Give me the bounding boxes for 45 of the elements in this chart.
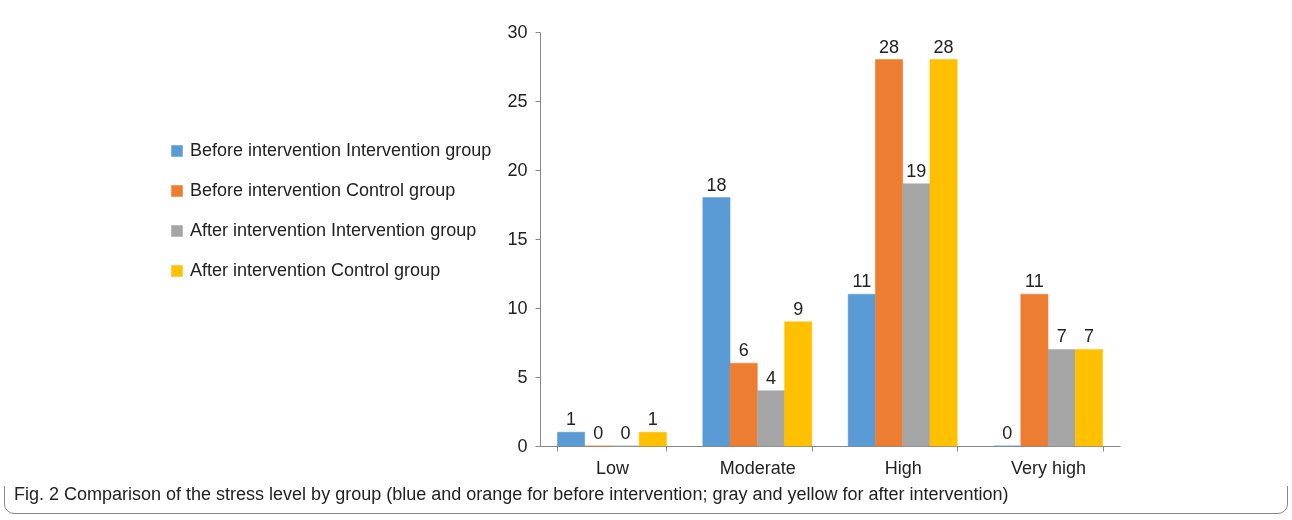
bar — [638, 431, 667, 447]
bar — [757, 390, 785, 447]
data-label: 28 — [933, 36, 954, 57]
data-label: 7 — [1056, 326, 1067, 347]
data-label: 1 — [566, 409, 577, 430]
data-label: 7 — [1083, 326, 1094, 347]
bar — [1020, 293, 1049, 447]
x-tick-label: Very high — [1011, 457, 1087, 478]
x-tick-label: Moderate — [719, 457, 796, 478]
data-label: 0 — [1002, 423, 1013, 443]
data-label: 6 — [738, 340, 749, 361]
data-label: 28 — [879, 36, 900, 57]
data-label: 19 — [906, 160, 927, 181]
bar — [875, 59, 903, 447]
bar — [557, 431, 585, 447]
bar — [902, 183, 931, 447]
legend-label: Before intervention Control group — [190, 180, 456, 200]
data-label: 0 — [593, 423, 604, 443]
bar — [929, 59, 958, 447]
bar — [702, 197, 731, 447]
caption: Fig. 2 Comparison of the stress level by group (blue and orange for before intervention; gray and yellow for after intervention) — [14, 484, 1009, 505]
data-label: 1 — [647, 409, 658, 430]
bar — [729, 362, 758, 447]
bar — [1075, 349, 1103, 447]
x-tick-label: High — [884, 457, 922, 478]
data-label: 11 — [1025, 271, 1044, 292]
y-tick-label: 10 — [507, 297, 528, 318]
y-tick-label: 15 — [507, 228, 528, 249]
bar — [847, 293, 876, 447]
bar — [1047, 349, 1076, 447]
legend-label: After intervention Intervention group — [190, 220, 477, 240]
y-tick-label: 0 — [517, 435, 528, 456]
bar — [784, 321, 813, 447]
y-tick-label: 30 — [507, 21, 528, 42]
data-label: 0 — [620, 423, 631, 443]
data-label: 4 — [765, 367, 776, 388]
y-tick-label: 25 — [507, 90, 528, 111]
y-tick-label: 20 — [507, 159, 528, 180]
data-label: 11 — [852, 271, 872, 292]
y-tick-label: 5 — [517, 366, 528, 387]
legend-label: After intervention Control group — [190, 260, 441, 280]
legend-label: Before intervention Intervention group — [190, 140, 492, 160]
data-label: 18 — [706, 174, 727, 195]
x-tick-label: Low — [595, 457, 630, 478]
data-label: 9 — [793, 298, 804, 319]
